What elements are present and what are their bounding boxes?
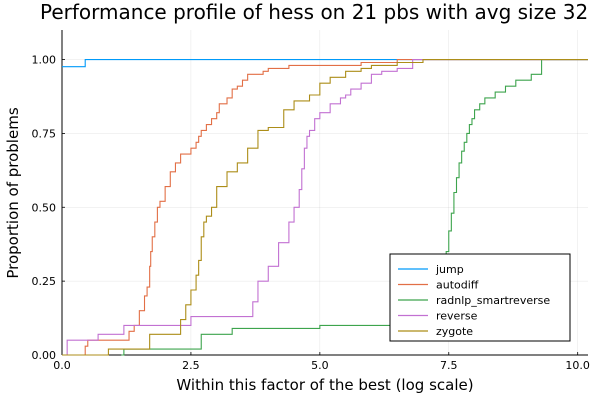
y-tick-label: 0.00 [32, 349, 57, 362]
y-tick-label: 0.25 [32, 275, 57, 288]
legend-entry-label: reverse [436, 310, 478, 323]
x-tick-label: 10.0 [565, 359, 590, 372]
x-tick-label: 0.0 [53, 359, 71, 372]
y-tick-label: 0.50 [32, 201, 57, 214]
series-lines [62, 59, 588, 356]
x-tick-label: 5.0 [311, 359, 329, 372]
legend-entry-label: radnlp_smartreverse [436, 294, 550, 307]
series-line-jump [62, 59, 588, 68]
series-line-radnlp-smartreverse [121, 59, 588, 356]
x-tick-label: 7.5 [440, 359, 458, 372]
legend-entry-label: autodiff [436, 279, 479, 292]
x-axis-label: Within this factor of the best (log scal… [176, 376, 473, 394]
tick-labels: 0.0 2.5 5.0 7.5 10.0 0.00 0.25 0.50 0.75 1.00 [32, 54, 590, 372]
legend-entry-label: zygote [436, 325, 473, 338]
y-tick-label: 1.00 [32, 54, 57, 67]
chart-title: Performance profile of hess on 21 pbs wi… [40, 0, 588, 24]
axes [61, 30, 588, 356]
series-line-reverse [62, 59, 588, 356]
series-line-autodiff [82, 59, 588, 356]
y-axis-label: Proportion of problems [4, 107, 22, 278]
legend-entry-label: jump [435, 263, 464, 276]
series-line-zygote [62, 59, 588, 356]
y-tick-label: 0.75 [32, 127, 57, 140]
x-tick-label: 2.5 [182, 359, 200, 372]
